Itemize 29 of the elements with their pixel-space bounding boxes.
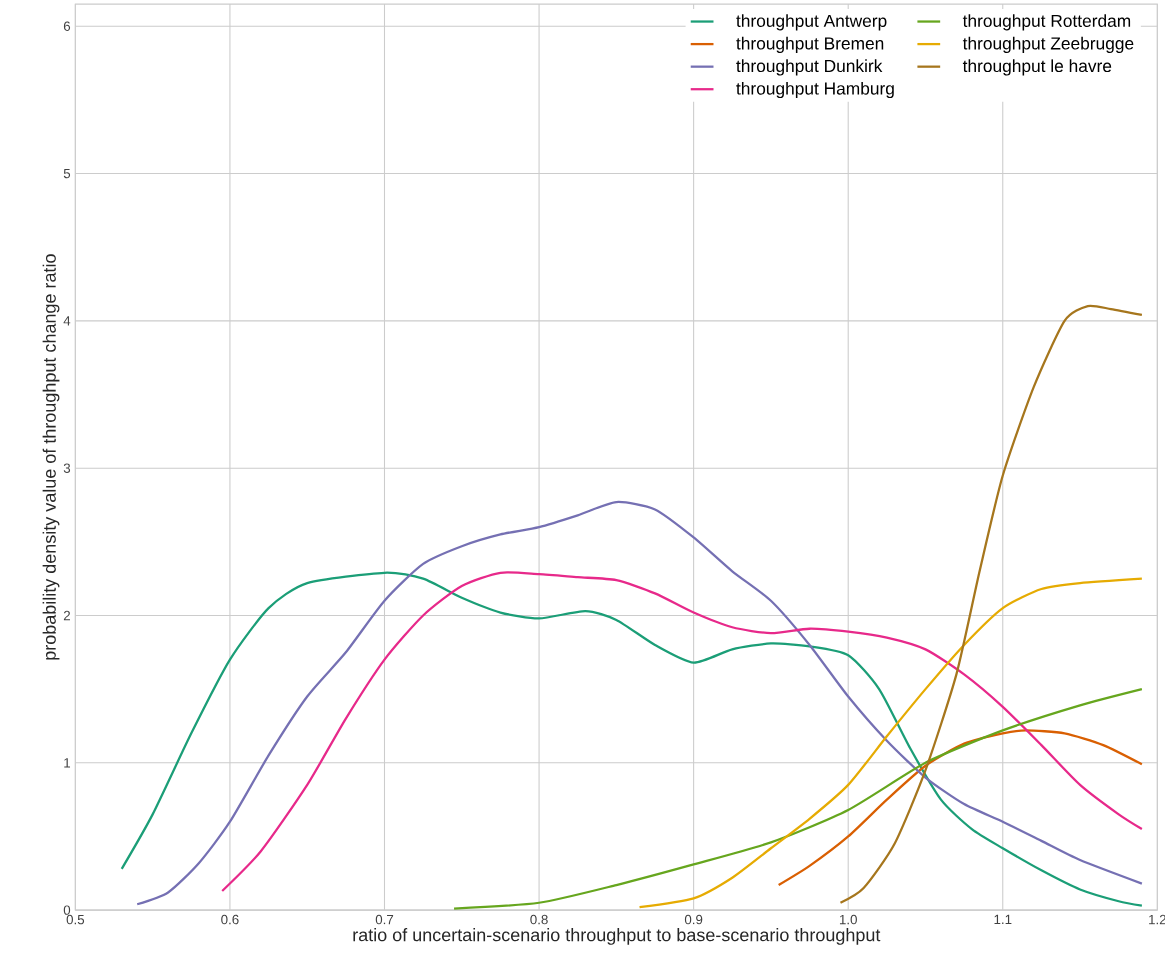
x-tick-label: 1.0 — [839, 914, 857, 925]
x-tick-label: 1.2 — [1149, 914, 1165, 925]
legend-label: throughput Zeebrugge — [962, 36, 1134, 53]
legend-label: throughput Antwerp — [736, 14, 887, 31]
line-series — [136, 500, 1144, 906]
x-tick-label: 0.8 — [530, 914, 548, 925]
line-series — [777, 729, 1144, 887]
legend-label: throughput Rotterdam — [962, 14, 1131, 31]
legend-label: throughput le havre — [962, 59, 1112, 76]
x-tick-label: 0.6 — [221, 914, 239, 925]
x-axis-title: ratio of uncertain-scenario throughput to base-scenario throughput — [353, 928, 881, 945]
y-tick-label: 4 — [63, 316, 71, 326]
line-series — [638, 577, 1144, 909]
line-series — [839, 304, 1144, 904]
legend-label: throughput Bremen — [736, 36, 884, 53]
x-tick-label: 0.7 — [375, 914, 394, 925]
line-series — [452, 688, 1144, 910]
y-tick-label: 1 — [64, 758, 71, 768]
y-tick-label: 6 — [63, 21, 71, 31]
y-tick-label: 3 — [63, 463, 71, 473]
y-tick-label: 5 — [63, 168, 71, 179]
legend-label: throughput Hamburg — [736, 81, 894, 99]
x-tick-label: 0.5 — [66, 914, 85, 925]
y-tick-label: 2 — [63, 610, 70, 621]
x-tick-label: 0.9 — [684, 914, 703, 925]
legend-label: throughput Dunkirk — [736, 59, 883, 76]
y-tick-label: 0 — [63, 905, 71, 915]
y-axis-title: probability density value of throughput change ratio — [42, 254, 60, 660]
x-tick-label: 1.1 — [994, 914, 1012, 924]
